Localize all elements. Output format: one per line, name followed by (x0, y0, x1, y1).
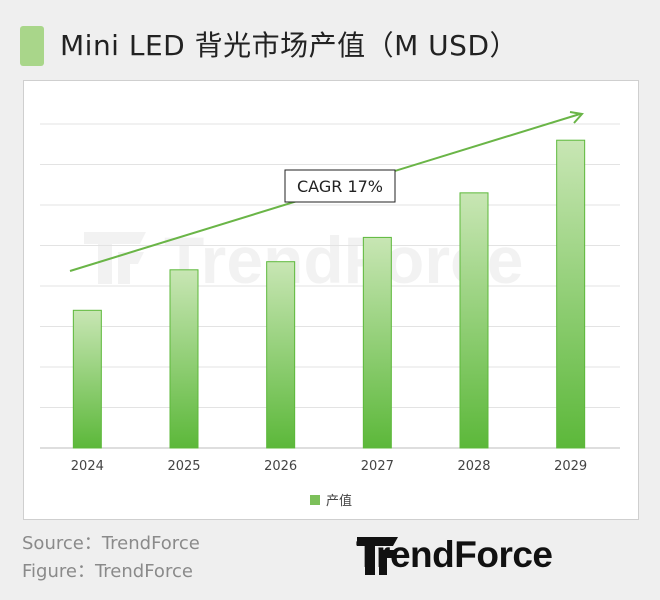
x-tick-label: 2027 (361, 459, 394, 474)
brand-logo: TrendForce (356, 534, 553, 576)
source-text: Source：TrendForce (22, 533, 200, 554)
cagr-annotation-text: CAGR 17% (297, 177, 383, 196)
trendforce-logo-icon (357, 537, 398, 575)
title-accent-bar (20, 26, 44, 66)
bar-2029 (556, 139, 586, 449)
bar-2027 (362, 236, 392, 449)
source-block: Source：TrendForce Figure：TrendForce (22, 530, 200, 586)
legend: 产值 (310, 490, 352, 509)
legend-swatch (310, 494, 320, 505)
cagr-annotation-box (284, 169, 396, 203)
chart-panel (23, 80, 639, 520)
bar-2026 (266, 261, 296, 449)
figure-text: Figure：TrendForce (22, 561, 193, 582)
x-tick-label: 2026 (264, 459, 297, 474)
bar-2024 (72, 309, 102, 449)
x-tick-label: 2029 (554, 459, 587, 474)
bar-2028 (459, 192, 489, 449)
bar-2025 (169, 269, 199, 449)
legend-label: 产值 (326, 494, 353, 509)
x-tick-label: 2028 (457, 459, 490, 474)
x-tick-label: 2025 (167, 459, 200, 474)
chart-title: Mini LED 背光市场产值（M USD） (60, 29, 519, 62)
trend-arrow-head (569, 111, 584, 124)
x-tick-label: 2024 (71, 459, 104, 474)
